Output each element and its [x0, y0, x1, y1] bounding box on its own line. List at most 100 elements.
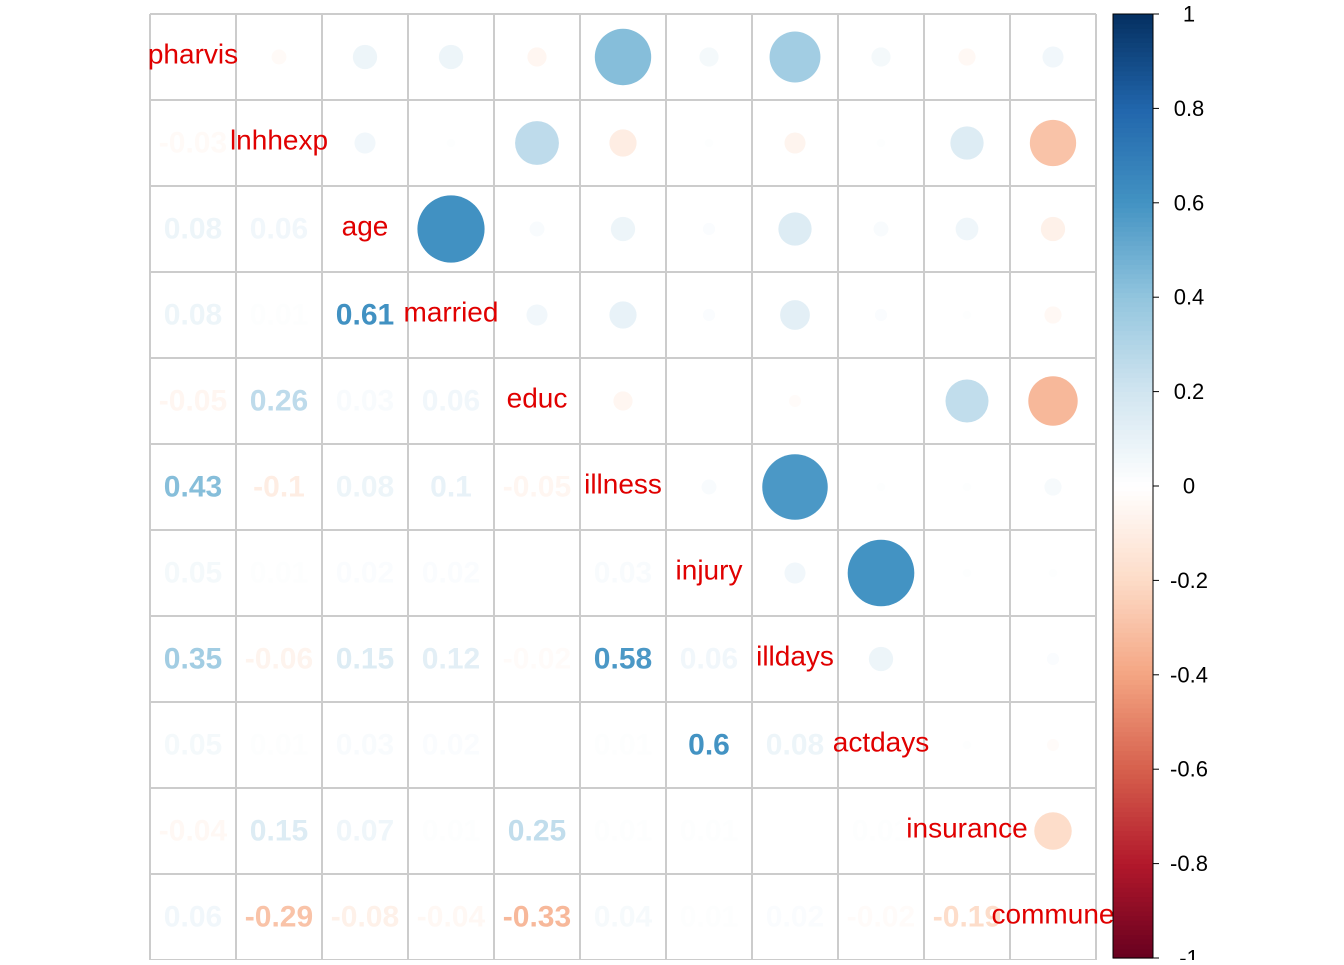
colorbar-step	[1113, 368, 1153, 374]
colorbar-step	[1113, 155, 1153, 161]
colorbar-step	[1113, 882, 1153, 888]
colorbar-step	[1113, 339, 1153, 345]
colorbar-step	[1113, 788, 1153, 794]
corr-value: 0.26	[250, 385, 308, 418]
corr-value: 0.03	[336, 729, 394, 762]
colorbar-step	[1113, 821, 1153, 827]
colorbar-step	[1113, 953, 1153, 959]
colorbar-step	[1113, 830, 1153, 836]
colorbar-step	[1113, 235, 1153, 242]
colorbar-step	[1113, 94, 1153, 100]
corr-circle	[876, 138, 886, 148]
colorbar-step	[1113, 481, 1153, 487]
corr-value: 0.01	[594, 815, 652, 848]
corr-circle	[702, 222, 716, 236]
corr-value: -0.03	[159, 127, 227, 160]
corr-value: 0.01	[250, 729, 308, 762]
colorbar-step	[1113, 457, 1153, 463]
colorbar-step	[1113, 169, 1153, 176]
corr-value: 0.6	[688, 729, 730, 762]
colorbar-step	[1113, 65, 1153, 72]
corr-value: -0.19	[933, 901, 1001, 934]
corr-circle	[945, 379, 989, 423]
colorbar-step	[1113, 301, 1153, 308]
colorbar-step	[1113, 712, 1153, 718]
colorbar-step	[1113, 906, 1153, 912]
colorbar-step	[1113, 868, 1153, 874]
corr-value: 0.01	[852, 815, 910, 848]
corr-circle	[354, 132, 376, 154]
corr-circle	[762, 454, 828, 520]
colorbar-step	[1113, 240, 1153, 246]
colorbar-step	[1113, 641, 1153, 648]
colorbar-step	[1113, 98, 1153, 105]
colorbar-tick-label: -0.6	[1170, 757, 1208, 782]
colorbar-step	[1113, 353, 1153, 360]
colorbar-step	[1113, 471, 1153, 478]
colorbar-step	[1113, 740, 1153, 747]
variable-label: actdays	[833, 727, 930, 758]
colorbar-step	[1113, 887, 1153, 893]
corr-value: 0.15	[250, 815, 308, 848]
colorbar-tick-label: 0.8	[1174, 96, 1205, 121]
colorbar-step	[1113, 391, 1153, 397]
colorbar-step	[1113, 47, 1153, 53]
colorbar-step	[1113, 684, 1153, 690]
colorbar-tick-label: -0.8	[1170, 851, 1208, 876]
colorbar-step	[1113, 438, 1153, 445]
colorbar-step	[1113, 816, 1153, 822]
corr-circle	[1044, 478, 1062, 496]
corr-circle	[699, 47, 719, 67]
colorbar-step	[1113, 873, 1153, 879]
corr-circle	[515, 121, 559, 165]
colorbar-step	[1113, 674, 1153, 681]
corr-circle	[784, 562, 806, 584]
corr-circle	[778, 212, 812, 246]
colorbar-step	[1113, 504, 1153, 511]
colorbar-step	[1113, 585, 1153, 591]
colorbar-step	[1113, 783, 1153, 789]
colorbar-step	[1113, 292, 1153, 298]
colorbar-tick-label: -0.4	[1170, 662, 1208, 687]
corr-value: 0.06	[164, 901, 222, 934]
colorbar-step	[1113, 334, 1153, 341]
corr-value: 0.01	[250, 557, 308, 590]
colorbar-step	[1113, 344, 1153, 350]
corr-circle	[847, 539, 915, 607]
colorbar-step	[1113, 193, 1153, 199]
colorbar-step	[1113, 216, 1153, 223]
corr-value: -0.02	[847, 901, 915, 934]
colorbar-step	[1113, 278, 1153, 284]
colorbar-step	[1113, 127, 1153, 133]
colorbar-step	[1113, 726, 1153, 733]
colorbar-step	[1113, 165, 1153, 171]
corr-circle	[1034, 812, 1072, 850]
colorbar-step	[1113, 736, 1153, 742]
colorbar-step	[1113, 910, 1153, 917]
colorbar-step	[1113, 891, 1153, 898]
corr-circle	[788, 394, 802, 408]
colorbar-step	[1113, 929, 1153, 935]
colorbar-step	[1113, 103, 1153, 109]
corr-circle	[594, 28, 652, 86]
colorbar-step	[1113, 405, 1153, 412]
corr-value: 0.35	[164, 643, 222, 676]
colorbar-tick-label: -0.2	[1170, 568, 1208, 593]
colorbar-step	[1113, 495, 1153, 501]
colorbar-step	[1113, 51, 1153, 58]
corr-circle	[417, 195, 485, 263]
colorbar-step	[1113, 226, 1153, 232]
colorbar-step	[1113, 117, 1153, 124]
colorbar-step	[1113, 377, 1153, 383]
colorbar-step	[1113, 476, 1153, 482]
corr-circle	[958, 48, 976, 66]
colorbar-tick-label: 0	[1183, 474, 1195, 499]
corr-circle	[1046, 652, 1060, 666]
colorbar-step	[1113, 514, 1153, 520]
colorbar-step	[1113, 523, 1153, 530]
corr-value: 0.12	[422, 643, 480, 676]
colorbar-step	[1113, 670, 1153, 676]
colorbar-step	[1113, 802, 1153, 808]
corr-value: 0.02	[766, 901, 824, 934]
